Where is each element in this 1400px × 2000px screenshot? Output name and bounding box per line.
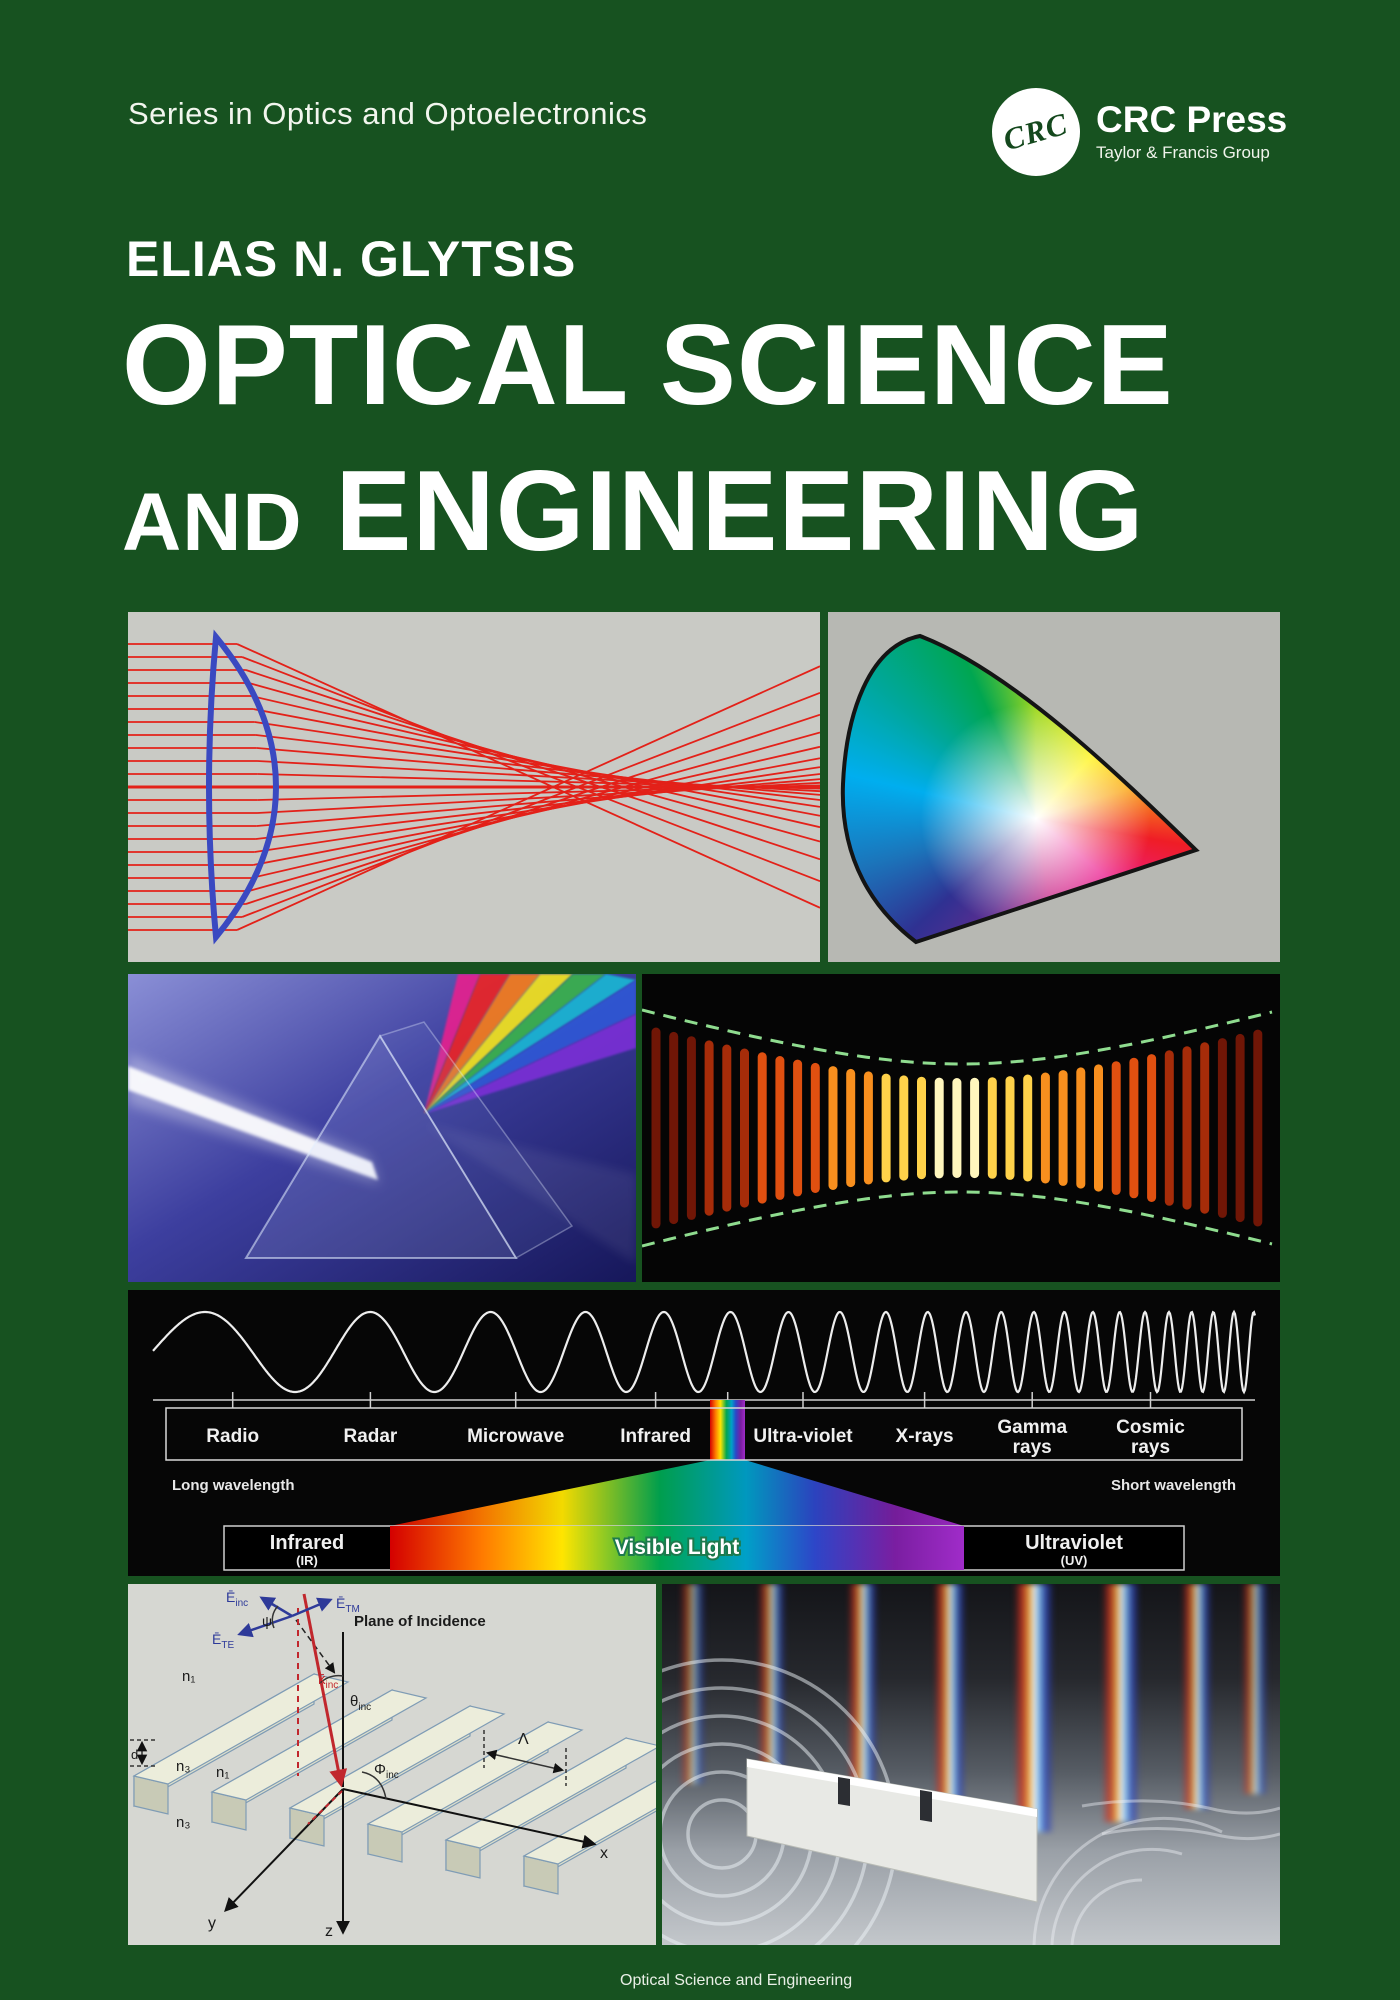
em-spectrum-diagram: Radio Radar Microwave Infrared Ultra-vio… (152, 1309, 1257, 1571)
title-line2-and: AND (122, 477, 303, 568)
publisher-name: CRC Press (1096, 99, 1288, 141)
theta-inc-label: θinc (350, 1693, 371, 1713)
depth-measure (130, 1739, 158, 1767)
bar-ir-sub: (IR) (296, 1553, 318, 1568)
incident-ray (297, 1593, 348, 1825)
rainbow-beam (1102, 1584, 1140, 1822)
visible-light-expansion (390, 1460, 964, 1526)
grating-diagram: Plane of Incidence Ēinc ĒTM ĒTE ψ k̄inc … (130, 1589, 656, 1940)
slit-opening (920, 1790, 932, 1822)
coordinate-axes (224, 1632, 597, 1935)
phi-inc-label: Φinc (374, 1761, 399, 1781)
prism-scene (128, 974, 636, 1282)
publisher-text: CRC Press Taylor & Francis Group (1096, 99, 1288, 163)
footer-title: Optical Science and Engineering (620, 1972, 853, 1989)
grating-diagram-panel: Plane of Incidence Ēinc ĒTM ĒTE ψ k̄inc … (128, 1584, 656, 1945)
slit-scene-overlay (662, 1658, 1280, 1945)
band-cosmic-rays: Cosmic rays (1116, 1417, 1185, 1458)
beam-envelope-dashed (642, 1008, 1273, 1248)
chromaticity-diagram-panel (828, 612, 1280, 962)
band-label-box (165, 1407, 1243, 1461)
title-line2: AND ENGINEERING (122, 446, 1144, 577)
n1-label-mid: n₁ (216, 1764, 229, 1781)
red-light-rays (128, 643, 820, 931)
chromaticity-outline (840, 633, 1200, 945)
e-inc-label: Ēinc (226, 1589, 248, 1609)
convex-lens (206, 629, 280, 945)
visible-band-strip (710, 1400, 745, 1460)
y-axis-label: y (208, 1915, 216, 1932)
gaussian-beam-panel (642, 974, 1280, 1282)
lambda-label: Λ (518, 1731, 529, 1748)
bar-uv-sub: (UV) (1061, 1553, 1088, 1568)
crc-badge-text: CRC (999, 105, 1072, 158)
white-light-beam (128, 1054, 380, 1184)
n3-label-bottom: n₃ (176, 1814, 190, 1831)
rainbow-fan (424, 974, 636, 1264)
chirp-wave (152, 1309, 1257, 1395)
long-wavelength-note: Long wavelength (172, 1477, 295, 1494)
glass-prism (244, 1021, 574, 1260)
bar-visible-light-label: Visible Light (615, 1536, 739, 1559)
band-radio: Radio (206, 1426, 259, 1447)
title-line2-rest: ENGINEERING (335, 448, 1145, 575)
em-spectrum-panel: Radio Radar Microwave Infrared Ultra-vio… (128, 1290, 1280, 1576)
grating-ridges (132, 1672, 656, 1895)
title-line1: OPTICAL SCIENCE (122, 302, 1174, 429)
band-ultraviolet: Ultra-violet (753, 1426, 853, 1447)
bar-infrared-label: Infrared (270, 1532, 344, 1554)
e-te-label: ĒTE (212, 1631, 234, 1651)
band-radar: Radar (343, 1426, 397, 1447)
diffracted-wavefronts (1032, 1799, 1280, 1945)
n1-label-top: n₁ (182, 1668, 195, 1685)
double-slit-panel (662, 1584, 1280, 1945)
series-label: Series in Optics and Optoelectronics (128, 96, 648, 131)
rainbow-beam (1182, 1584, 1212, 1809)
angle-arcs (271, 1605, 387, 1800)
cover-image-collage: Radio Radar Microwave Infrared Ultra-vio… (128, 612, 1280, 1945)
lens-ray-tracing-panel (128, 612, 820, 962)
band-gamma-rays: Gamma rays (997, 1417, 1067, 1458)
band-microwave: Microwave (467, 1426, 564, 1447)
bar-ultraviolet-label: Ultraviolet (1025, 1532, 1123, 1554)
short-wavelength-note: Short wavelength (1111, 1477, 1236, 1494)
slit-barrier (746, 1758, 1038, 1903)
band-xrays: X-rays (896, 1426, 954, 1447)
rainbow-beam (1014, 1584, 1054, 1832)
field-vectors (237, 1596, 333, 1638)
author-name: ELIAS N. GLYTSIS (126, 231, 577, 287)
x-axis-label: x (600, 1845, 608, 1862)
crc-logo-icon: CRC (992, 88, 1080, 176)
slit-opening (838, 1777, 850, 1806)
psi-label: ψ (262, 1613, 272, 1629)
lens-ray-diagram (128, 629, 820, 945)
band-infrared: Infrared (620, 1426, 691, 1447)
gaussian-beam-fringes (642, 1008, 1273, 1248)
lambda-measure (483, 1730, 567, 1786)
k-inc-label: k̄inc (318, 1671, 338, 1691)
depth-label: d (131, 1747, 138, 1762)
publisher-logo: CRC CRC Press Taylor & Francis Group (992, 88, 1287, 176)
e-tm-label: ĒTM (336, 1595, 360, 1615)
publisher-tagline: Taylor & Francis Group (1096, 142, 1270, 162)
z-axis-label: z (325, 1923, 333, 1940)
n3-label-mid: n₃ (176, 1758, 190, 1775)
visible-light-bar: Infrared (IR) Visible Light Ultraviolet … (223, 1525, 1185, 1571)
rainbow-beam (1242, 1584, 1268, 1794)
plane-of-incidence-label: Plane of Incidence (354, 1613, 486, 1630)
prism-dispersion-panel (128, 974, 636, 1282)
intensity-fringes (651, 1027, 1263, 1229)
